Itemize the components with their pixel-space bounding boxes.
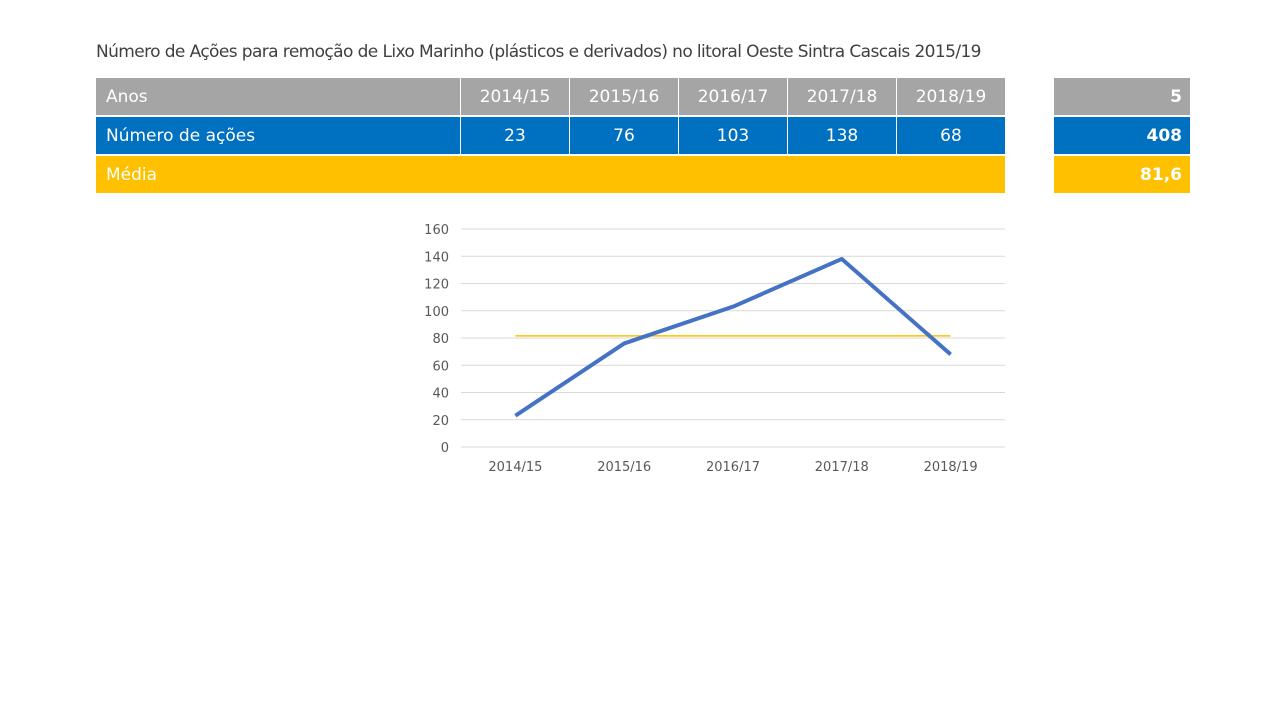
table-row-mean: Média <box>96 156 1005 193</box>
page-title: Número de Ações para remoção de Lixo Mar… <box>96 42 981 62</box>
y-tick-label: 120 <box>424 278 449 293</box>
count-cell: 138 <box>787 117 896 154</box>
row-label: Média <box>106 164 158 185</box>
mean-value: 81,6 <box>1054 156 1190 193</box>
year-cell: 2018/19 <box>896 78 1005 115</box>
year-cell: 2017/18 <box>787 78 896 115</box>
year-cell: 2016/17 <box>678 78 787 115</box>
y-tick-label: 20 <box>432 414 449 429</box>
y-tick-label: 160 <box>424 223 449 238</box>
x-tick-label: 2014/15 <box>488 460 542 475</box>
row-label: Número de ações <box>106 125 256 146</box>
count-cell: 68 <box>896 117 1005 154</box>
count-cell: 23 <box>460 117 569 154</box>
row-label: Anos <box>106 86 148 107</box>
total-years: 5 <box>1054 78 1190 115</box>
table-row-years: Anos 2014/15 2015/16 2016/17 2017/18 201… <box>96 78 1005 115</box>
count-cell: 103 <box>678 117 787 154</box>
x-tick-label: 2016/17 <box>706 460 760 475</box>
y-tick-label: 140 <box>424 250 449 265</box>
x-tick-label: 2017/18 <box>815 460 869 475</box>
year-cell: 2014/15 <box>460 78 569 115</box>
count-cell: 76 <box>569 117 678 154</box>
y-tick-label: 80 <box>432 332 449 347</box>
x-tick-label: 2015/16 <box>597 460 651 475</box>
y-tick-label: 60 <box>432 359 449 374</box>
y-tick-label: 100 <box>424 305 449 320</box>
total-actions: 408 <box>1054 117 1190 154</box>
y-tick-label: 40 <box>432 387 449 402</box>
year-cell: 2015/16 <box>569 78 678 115</box>
table-row-counts: Número de ações 23 76 103 138 68 <box>96 117 1005 154</box>
y-tick-label: 0 <box>441 441 449 456</box>
x-tick-label: 2018/19 <box>924 460 978 475</box>
